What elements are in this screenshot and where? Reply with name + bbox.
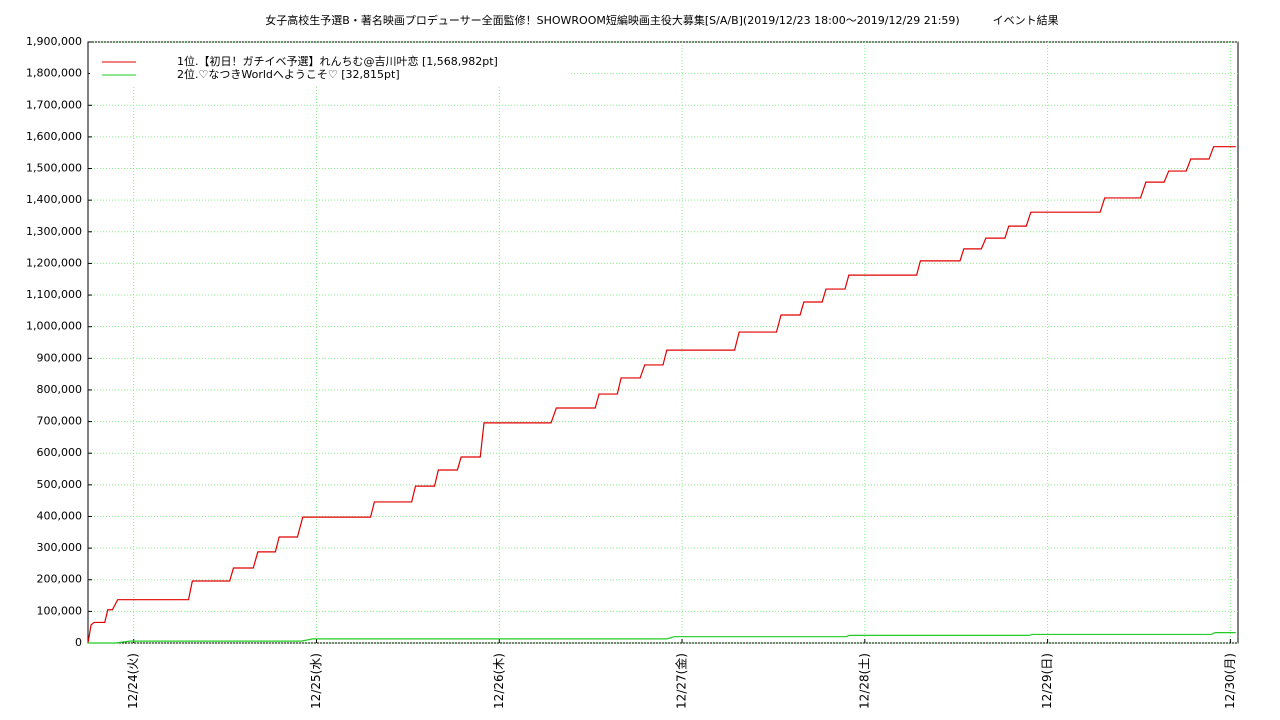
legend-box: [90, 45, 570, 87]
y-tick-label: 500,000: [37, 478, 83, 491]
y-tick-label: 1,000,000: [26, 320, 82, 333]
x-tick-label: 12/30(月): [1223, 653, 1237, 709]
x-tick-label: 12/27(金): [674, 653, 689, 709]
x-tick-label: 12/26(木): [492, 653, 506, 709]
chart-title: 女子高校生予選B・著名映画プロデューサー全面監修！SHOWROOM短編映画主役大…: [265, 13, 1058, 27]
y-tick-label: 0: [75, 636, 82, 649]
legend: 1位.【初日！ガチイベ予選】れんちむ@吉川叶恋 [1,568,982pt]2位.…: [90, 45, 570, 87]
x-tick-label: 12/25(水): [309, 653, 323, 709]
y-tick-label: 400,000: [37, 509, 83, 522]
y-tick-label: 1,300,000: [26, 225, 82, 238]
y-tick-label: 200,000: [37, 573, 83, 586]
series-line: [88, 632, 1236, 644]
y-tick-label: 100,000: [37, 604, 83, 617]
legend-label: 2位.♡なつきWorldへようこそ♡ [32,815pt]: [177, 67, 400, 81]
y-tick-label: 1,600,000: [26, 130, 82, 143]
y-tick-label: 1,500,000: [26, 162, 82, 175]
x-tick-label: 12/29(日): [1040, 653, 1054, 709]
y-tick-label: 800,000: [37, 383, 83, 396]
y-tick-label: 1,700,000: [26, 98, 82, 111]
y-tick-label: 900,000: [37, 351, 83, 364]
y-tick-label: 1,800,000: [26, 67, 82, 80]
y-tick-label: 1,100,000: [26, 288, 82, 301]
x-tick-label: 12/24(火): [126, 653, 140, 709]
x-tick-label: 12/28(土): [857, 653, 871, 709]
legend-label: 1位.【初日！ガチイベ予選】れんちむ@吉川叶恋 [1,568,982pt]: [177, 54, 498, 68]
y-tick-label: 1,900,000: [26, 35, 82, 48]
y-tick-label: 700,000: [37, 415, 83, 428]
y-tick-label: 600,000: [37, 446, 83, 459]
plot-frame: [87, 41, 1239, 644]
y-tick-label: 300,000: [37, 541, 83, 554]
y-tick-label: 1,200,000: [26, 256, 82, 269]
y-tick-label: 1,400,000: [26, 193, 82, 206]
series-line: [87, 146, 1236, 644]
